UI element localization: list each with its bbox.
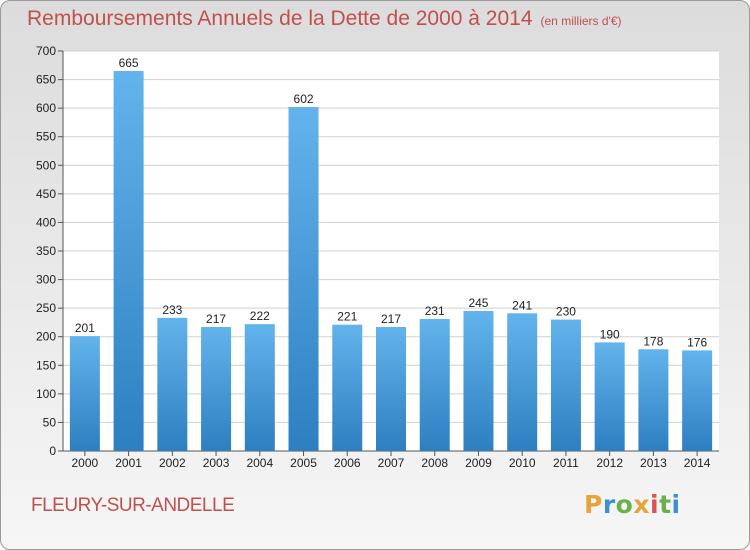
- logo-letter: o: [615, 490, 634, 519]
- y-tick-label: 600: [36, 101, 56, 115]
- data-label: 190: [600, 327, 620, 341]
- bar: [157, 317, 188, 451]
- bar: [69, 336, 100, 451]
- chart-subtitle: (en milliers d'€): [540, 14, 622, 28]
- data-label: 217: [381, 312, 401, 326]
- y-tick-label: 650: [36, 73, 56, 87]
- proxiti-logo: Proxiti: [584, 490, 681, 519]
- y-tick-label: 350: [36, 244, 56, 258]
- data-label: 665: [119, 56, 139, 70]
- y-tick-label: 50: [43, 415, 57, 429]
- bar: [201, 327, 232, 451]
- data-label: 241: [512, 298, 532, 312]
- x-tick-label: 2007: [378, 456, 405, 470]
- bar: [682, 350, 713, 451]
- x-tick-label: 2000: [72, 456, 99, 470]
- y-tick-label: 300: [36, 273, 56, 287]
- logo-letter: t: [659, 490, 672, 519]
- bar: [419, 319, 450, 451]
- x-tick-label: 2003: [203, 456, 230, 470]
- x-tick-label: 2002: [159, 456, 186, 470]
- y-tick-label: 150: [36, 358, 56, 372]
- y-tick-label: 200: [36, 330, 56, 344]
- bar: [332, 324, 363, 451]
- bar: [507, 313, 538, 451]
- chart-title: Remboursements Annuels de la Dette de 20…: [27, 7, 622, 31]
- logo-letter: i: [650, 490, 660, 519]
- y-tick-label: 450: [36, 187, 56, 201]
- data-label: 178: [643, 334, 663, 348]
- data-label: 201: [75, 321, 95, 335]
- x-tick-label: 2001: [115, 456, 142, 470]
- x-tick-label: 2009: [465, 456, 492, 470]
- data-label: 233: [162, 303, 182, 317]
- data-label: 176: [687, 335, 707, 349]
- data-label: 222: [250, 309, 270, 323]
- x-tick-label: 2006: [334, 456, 361, 470]
- data-label: 217: [206, 312, 226, 326]
- bar: [288, 107, 319, 451]
- logo-letter: r: [602, 490, 616, 519]
- y-tick-label: 250: [36, 301, 56, 315]
- x-tick-label: 2011: [553, 456, 579, 470]
- chart-title-text: Remboursements Annuels de la Dette de 20…: [27, 7, 533, 30]
- x-tick-label: 2010: [509, 456, 536, 470]
- commune-name: FLEURY-SUR-ANDELLE: [31, 495, 235, 516]
- data-label: 602: [294, 92, 314, 106]
- bar: [376, 327, 406, 451]
- y-tick-label: 400: [36, 215, 56, 229]
- x-tick-label: 2014: [684, 456, 711, 470]
- x-tick-label: 2008: [421, 456, 448, 470]
- data-label: 231: [425, 304, 445, 318]
- y-tick-label: 100: [36, 387, 56, 401]
- x-tick-label: 2012: [596, 456, 623, 470]
- bar: [550, 319, 581, 451]
- logo-letter: P: [584, 490, 603, 519]
- bar: [594, 342, 625, 451]
- y-tick-label: 550: [36, 130, 56, 144]
- data-label: 230: [556, 305, 576, 319]
- y-tick-label: 500: [36, 158, 56, 172]
- logo-letter: i: [671, 490, 681, 519]
- bar-chart: 0 50 100 150 200 250 300 350 400 450 500 550 600 650 7…: [36, 44, 719, 470]
- bar: [113, 71, 144, 451]
- y-tick-label: 700: [36, 44, 56, 58]
- bar: [463, 311, 494, 451]
- bar: [638, 349, 669, 451]
- y-tick-label: 0: [49, 444, 56, 458]
- data-label: 245: [468, 296, 488, 310]
- logo-letter: x: [633, 490, 650, 519]
- bar: [244, 324, 275, 451]
- x-tick-label: 2005: [290, 456, 317, 470]
- data-label: 221: [337, 310, 357, 324]
- x-tick-label: 2004: [246, 456, 273, 470]
- x-tick-label: 2013: [640, 456, 667, 470]
